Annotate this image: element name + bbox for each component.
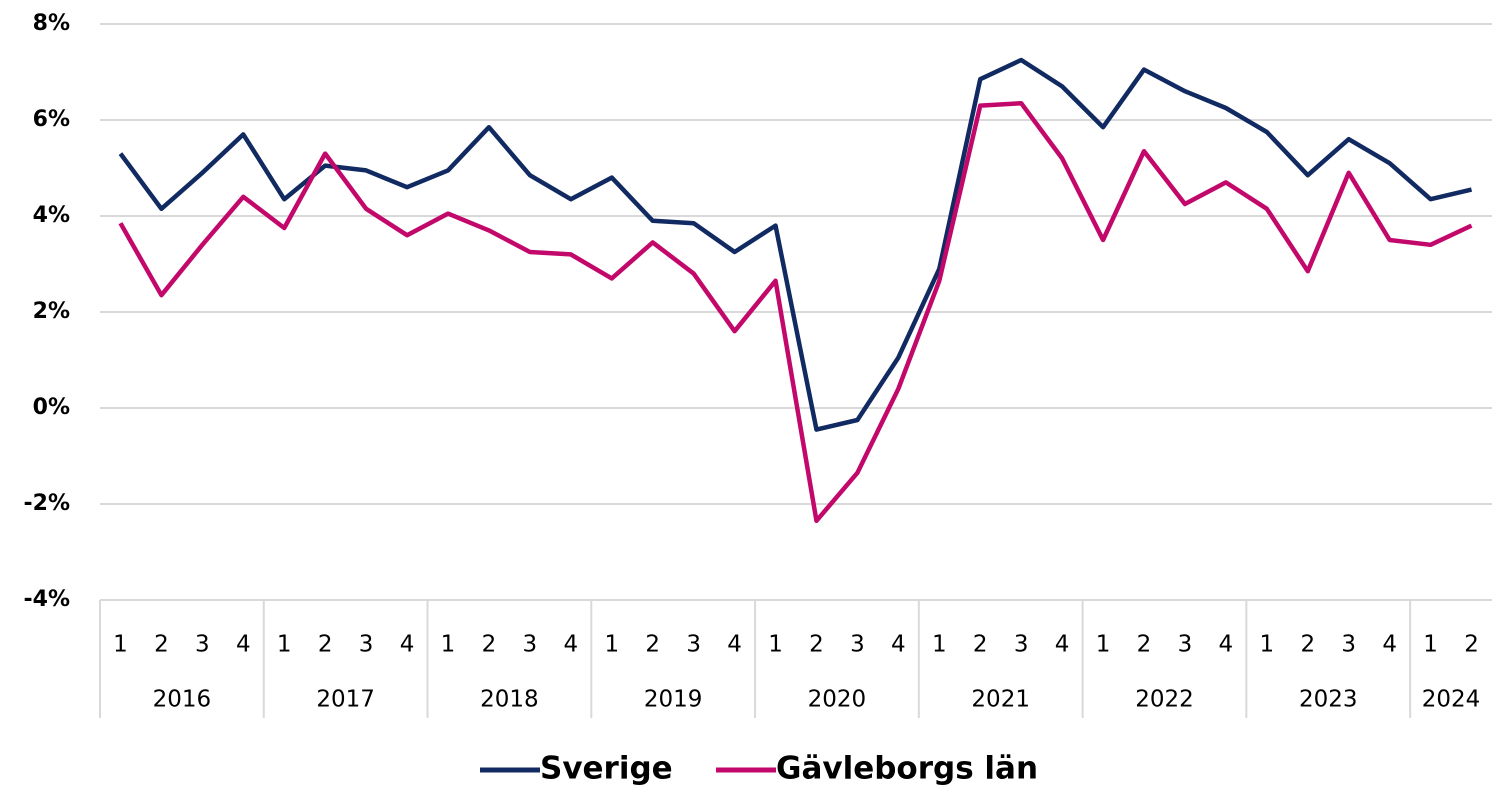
x-tick-label: 3	[686, 632, 701, 658]
x-tick-label: 1	[277, 632, 292, 658]
x-tick-label: 1	[441, 632, 456, 658]
x-tick-label: 2	[318, 632, 333, 658]
x-tick-label: 3	[1341, 632, 1356, 658]
x-tick-label: 1	[1260, 632, 1275, 658]
legend-label: Sverige	[540, 751, 673, 786]
series-line	[118, 100, 1473, 524]
y-tick-label: -2%	[24, 491, 70, 516]
x-group-label: 2018	[480, 687, 539, 713]
x-tick-label: 1	[1423, 632, 1438, 658]
x-tick-label: 2	[973, 632, 988, 658]
x-group-label: 2019	[644, 687, 703, 713]
x-tick-label: 1	[1096, 632, 1111, 658]
x-tick-label: 3	[1178, 632, 1193, 658]
x-tick-label: 2	[809, 632, 824, 658]
x-tick-label: 2	[1464, 632, 1479, 658]
x-group-label: 2021	[971, 687, 1030, 713]
y-tick-label: 2%	[33, 299, 70, 324]
x-tick-label: 3	[1014, 632, 1029, 658]
x-tick-label: 2	[1300, 632, 1315, 658]
x-group-label: 2022	[1135, 687, 1194, 713]
legend-label: Gävleborgs län	[776, 751, 1038, 786]
x-tick-label: 2	[482, 632, 497, 658]
x-tick-label: 4	[1382, 632, 1397, 658]
x-tick-label: 4	[727, 632, 742, 658]
y-tick-label: -4%	[24, 587, 70, 612]
x-group-label: 2024	[1422, 687, 1481, 713]
x-tick-label: 2	[645, 632, 660, 658]
x-tick-label: 3	[359, 632, 374, 658]
x-group-label: 2017	[316, 687, 375, 713]
x-tick-label: 4	[1055, 632, 1070, 658]
x-tick-label: 3	[850, 632, 865, 658]
y-tick-label: 6%	[33, 107, 70, 132]
y-tick-label: 4%	[33, 203, 70, 228]
x-tick-label: 1	[604, 632, 619, 658]
series-line	[118, 57, 1473, 432]
y-tick-label: 0%	[33, 395, 70, 420]
y-tick-label: 8%	[33, 11, 70, 36]
x-tick-label: 4	[236, 632, 251, 658]
x-group-label: 2016	[153, 687, 212, 713]
x-tick-label: 3	[523, 632, 538, 658]
x-tick-label: 1	[932, 632, 947, 658]
x-tick-label: 3	[195, 632, 210, 658]
x-tick-label: 2	[154, 632, 169, 658]
x-group-label: 2020	[808, 687, 867, 713]
x-tick-label: 4	[564, 632, 579, 658]
x-tick-label: 4	[1219, 632, 1234, 658]
x-tick-label: 4	[891, 632, 906, 658]
x-tick-label: 1	[768, 632, 783, 658]
x-group-label: 2023	[1299, 687, 1358, 713]
x-tick-label: 1	[113, 632, 128, 658]
x-tick-label: 4	[400, 632, 415, 658]
x-tick-label: 2	[1137, 632, 1152, 658]
